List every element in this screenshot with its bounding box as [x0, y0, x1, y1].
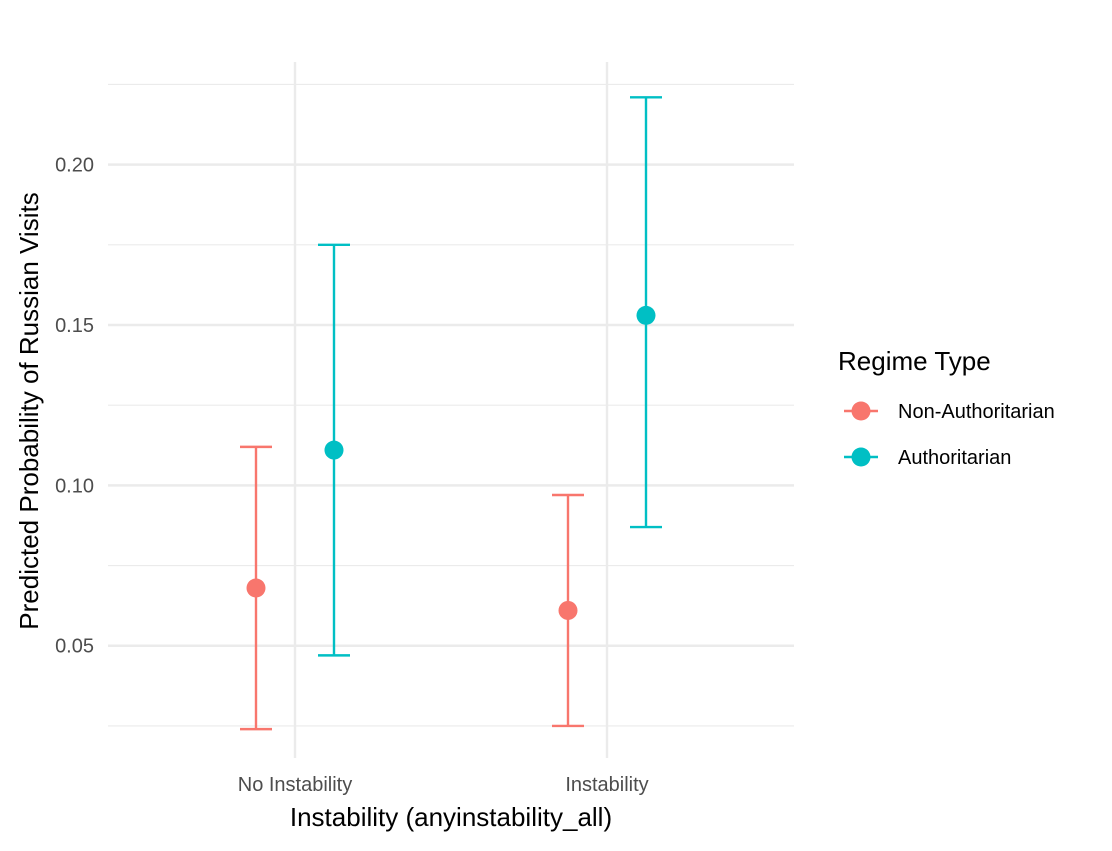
data-point [246, 578, 266, 598]
legend-item-label: Non-Authoritarian [898, 401, 1055, 423]
y-tick-label: 0.15 [55, 315, 94, 337]
grid-layer [108, 62, 794, 758]
x-tick-label: No Instability [238, 774, 353, 796]
y-axis-title: Predicted Probability of Russian Visits [14, 192, 44, 629]
data-point [324, 440, 344, 460]
y-tick-label: 0.10 [55, 475, 94, 497]
data-point [558, 600, 578, 620]
axes-layer: Instability (anyinstability_all) Predict… [14, 155, 649, 832]
legend-key-point [851, 401, 871, 421]
legend-item-label: Authoritarian [898, 447, 1011, 469]
y-tick-label: 0.05 [55, 636, 94, 658]
legend-key-point [851, 447, 871, 467]
legend: Regime Type Non-Authoritarian Authoritari… [838, 346, 1055, 469]
legend-title: Regime Type [838, 346, 991, 376]
data-point [636, 305, 656, 325]
x-axis-title: Instability (anyinstability_all) [290, 802, 612, 832]
y-tick-label: 0.20 [55, 155, 94, 177]
x-tick-label: Instability [565, 774, 648, 796]
marks-layer [240, 96, 662, 731]
